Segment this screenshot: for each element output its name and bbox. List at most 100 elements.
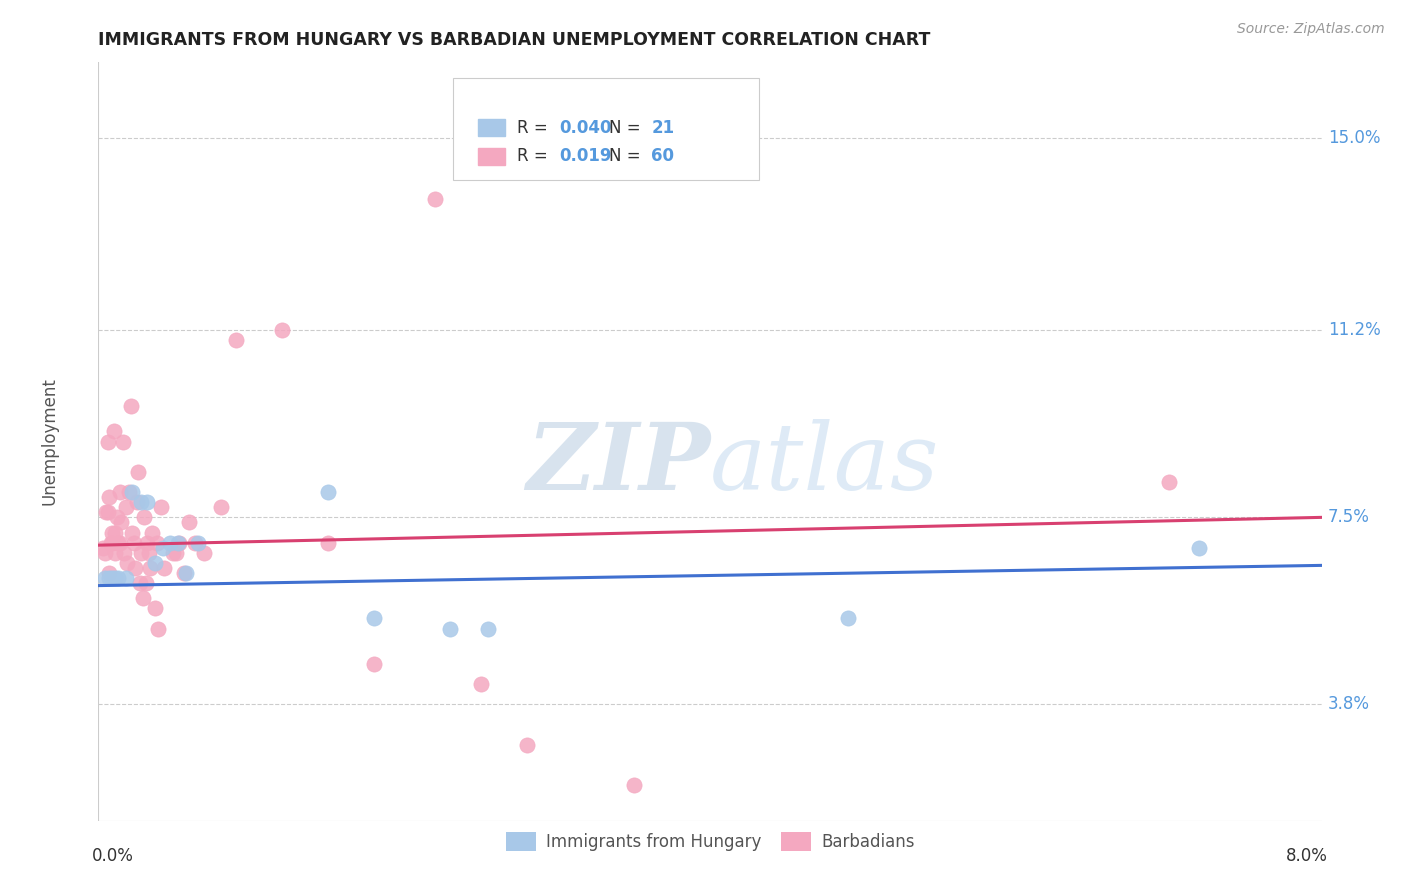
Point bbox=[136, 495, 159, 509]
Point bbox=[124, 561, 146, 575]
Point bbox=[169, 535, 191, 549]
Point bbox=[97, 505, 120, 519]
Point bbox=[107, 535, 129, 549]
Point bbox=[193, 546, 215, 560]
Point bbox=[129, 546, 152, 560]
Point bbox=[98, 571, 121, 585]
FancyBboxPatch shape bbox=[453, 78, 759, 180]
Point bbox=[98, 566, 121, 580]
Point bbox=[132, 591, 155, 606]
Point bbox=[316, 485, 339, 500]
Point bbox=[167, 535, 190, 549]
Point bbox=[143, 556, 166, 570]
Point bbox=[270, 323, 294, 337]
Text: Source: ZipAtlas.com: Source: ZipAtlas.com bbox=[1237, 22, 1385, 37]
Point bbox=[136, 535, 159, 549]
Point bbox=[145, 535, 167, 549]
Point bbox=[127, 465, 149, 479]
Point bbox=[91, 541, 114, 555]
Text: R =: R = bbox=[517, 119, 553, 136]
Text: 0.019: 0.019 bbox=[560, 147, 612, 165]
Text: ZIP: ZIP bbox=[526, 419, 710, 509]
Point bbox=[470, 677, 492, 691]
Text: N =: N = bbox=[609, 119, 645, 136]
Point bbox=[93, 571, 115, 585]
Point bbox=[101, 525, 124, 540]
Point bbox=[423, 192, 446, 206]
Text: R =: R = bbox=[517, 147, 553, 165]
Point bbox=[1157, 475, 1180, 489]
Point bbox=[139, 561, 162, 575]
Text: 21: 21 bbox=[651, 119, 675, 136]
Text: Unemployment: Unemployment bbox=[41, 377, 59, 506]
Point bbox=[94, 505, 117, 519]
Point bbox=[515, 738, 537, 752]
Point bbox=[115, 500, 138, 515]
Point bbox=[187, 535, 209, 549]
Point bbox=[146, 622, 169, 636]
Point bbox=[134, 510, 156, 524]
Point bbox=[128, 576, 150, 591]
Point bbox=[135, 576, 157, 591]
Point bbox=[103, 425, 125, 439]
Point bbox=[118, 485, 141, 500]
Point bbox=[159, 535, 181, 549]
Point bbox=[125, 495, 148, 509]
Point bbox=[477, 622, 499, 636]
Text: 8.0%: 8.0% bbox=[1286, 847, 1327, 865]
Point bbox=[162, 546, 184, 560]
Point bbox=[138, 546, 160, 560]
Point bbox=[1188, 541, 1211, 555]
Point bbox=[101, 535, 124, 549]
Text: 3.8%: 3.8% bbox=[1327, 696, 1369, 714]
Point bbox=[110, 516, 132, 530]
Point bbox=[98, 490, 121, 504]
Point bbox=[225, 334, 247, 348]
Text: 11.2%: 11.2% bbox=[1327, 321, 1381, 339]
Point bbox=[143, 601, 166, 615]
Point bbox=[316, 535, 339, 549]
Point bbox=[173, 566, 195, 580]
Point bbox=[115, 571, 138, 585]
Text: 7.5%: 7.5% bbox=[1327, 508, 1369, 526]
Point bbox=[184, 535, 207, 549]
Point bbox=[104, 571, 127, 585]
Point bbox=[108, 485, 131, 500]
Point bbox=[141, 525, 163, 540]
Bar bbox=[478, 120, 505, 136]
Point bbox=[122, 535, 145, 549]
Point bbox=[152, 541, 174, 555]
Text: IMMIGRANTS FROM HUNGARY VS BARBADIAN UNEMPLOYMENT CORRELATION CHART: IMMIGRANTS FROM HUNGARY VS BARBADIAN UNE… bbox=[98, 31, 931, 49]
Point bbox=[623, 778, 645, 792]
Point bbox=[177, 516, 200, 530]
Text: 15.0%: 15.0% bbox=[1327, 129, 1381, 147]
Point bbox=[111, 434, 134, 449]
Point bbox=[97, 434, 120, 449]
Text: atlas: atlas bbox=[710, 419, 939, 509]
Text: 0.040: 0.040 bbox=[560, 119, 612, 136]
Point bbox=[121, 525, 143, 540]
Point bbox=[117, 556, 139, 570]
Point bbox=[209, 500, 232, 515]
Point bbox=[104, 546, 127, 560]
Point bbox=[174, 566, 197, 580]
Point bbox=[100, 535, 122, 549]
Point bbox=[165, 546, 187, 560]
Text: 0.0%: 0.0% bbox=[93, 847, 134, 865]
Point bbox=[104, 525, 127, 540]
Point bbox=[101, 571, 124, 585]
Legend: Immigrants from Hungary, Barbadians: Immigrants from Hungary, Barbadians bbox=[499, 825, 921, 858]
Text: 60: 60 bbox=[651, 147, 675, 165]
Point bbox=[129, 495, 152, 509]
Point bbox=[107, 571, 129, 585]
Point bbox=[121, 485, 143, 500]
Point bbox=[112, 546, 135, 560]
Point bbox=[153, 561, 176, 575]
Point bbox=[150, 500, 173, 515]
Point bbox=[363, 611, 385, 625]
Point bbox=[120, 399, 142, 413]
Point bbox=[439, 622, 461, 636]
Bar bbox=[478, 148, 505, 165]
Point bbox=[105, 510, 128, 524]
Point bbox=[837, 611, 859, 625]
